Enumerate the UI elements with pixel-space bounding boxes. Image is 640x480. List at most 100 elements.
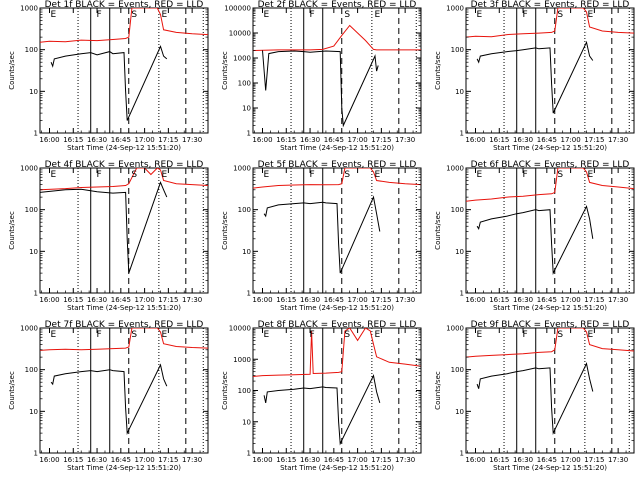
x-tick-label: 17:30 xyxy=(182,456,202,464)
y-axis-label: Counts/sec xyxy=(8,211,16,250)
x-tick-label: 16:30 xyxy=(513,456,533,464)
segment-label: E xyxy=(587,170,593,180)
y-tick-label: 1 xyxy=(34,130,38,138)
x-tick-label: 16:30 xyxy=(87,456,107,464)
y-tick-label: 1 xyxy=(34,290,38,298)
y-tick-label: 1 xyxy=(460,130,464,138)
segment-label: E xyxy=(374,330,380,340)
y-tick-label: 10 xyxy=(242,418,251,426)
x-axis-label: Start Time (24-Sep-12 15:51:20) xyxy=(67,304,181,312)
x-tick-label: 16:30 xyxy=(300,136,320,144)
segment-label: S xyxy=(557,170,563,180)
segment-label: E xyxy=(264,170,270,180)
x-axis-label: Start Time (24-Sep-12 15:51:20) xyxy=(493,464,607,472)
red-series-line xyxy=(40,168,208,191)
segment-label: F xyxy=(309,170,314,180)
segment-label: E xyxy=(161,330,167,340)
segment-label: E xyxy=(374,10,380,20)
y-tick-label: 100 xyxy=(25,366,38,374)
y-tick-label: 1000 xyxy=(20,165,38,173)
segment-label: F xyxy=(522,330,527,340)
x-tick-label: 16:45 xyxy=(324,296,344,304)
x-tick-label: 16:15 xyxy=(63,296,83,304)
y-tick-label: 100 xyxy=(451,46,464,54)
segment-label: S xyxy=(344,10,350,20)
y-axis-label: Counts/sec xyxy=(434,371,442,410)
x-tick-label: 16:15 xyxy=(63,456,83,464)
x-tick-label: 16:45 xyxy=(111,456,131,464)
y-axis-label: Counts/sec xyxy=(8,51,16,90)
x-tick-label: 17:00 xyxy=(561,136,581,144)
x-tick-label: 16:00 xyxy=(39,296,59,304)
x-tick-label: 16:45 xyxy=(537,136,557,144)
y-tick-label: 1000 xyxy=(446,5,464,13)
x-tick-label: 16:30 xyxy=(513,296,533,304)
y-tick-label: 10 xyxy=(29,408,38,416)
segment-label: E xyxy=(51,330,57,340)
plot-frame xyxy=(465,327,635,454)
y-tick-label: 1000 xyxy=(233,165,251,173)
y-tick-label: 10000 xyxy=(229,30,251,38)
y-tick-label: 10 xyxy=(455,248,464,256)
panel-title: Det 7f BLACK = Events, RED = LLD xyxy=(45,320,204,330)
y-axis-label: Counts/sec xyxy=(221,371,229,410)
y-tick-label: 100 xyxy=(25,46,38,54)
panel-title: Det 3f BLACK = Events, RED = LLD xyxy=(471,0,630,10)
segment-label: S xyxy=(131,10,137,20)
y-axis-label: Counts/sec xyxy=(434,211,442,250)
panel-title: Det 5f BLACK = Events, RED = LLD xyxy=(258,160,417,170)
x-tick-label: 17:30 xyxy=(395,296,415,304)
segment-label: F xyxy=(522,10,527,20)
segment-label: E xyxy=(51,10,57,20)
y-tick-label: 10 xyxy=(455,88,464,96)
x-tick-label: 17:15 xyxy=(158,296,178,304)
black-series-line xyxy=(50,45,168,121)
plot-frame xyxy=(252,7,422,134)
x-axis-label: Start Time (24-Sep-12 15:51:20) xyxy=(280,304,394,312)
x-tick-label: 17:30 xyxy=(608,136,628,144)
segment-label: F xyxy=(522,170,527,180)
segment-label: F xyxy=(309,10,314,20)
x-tick-label: 16:15 xyxy=(276,136,296,144)
segment-label: F xyxy=(309,330,314,340)
x-tick-label: 16:15 xyxy=(63,136,83,144)
x-tick-label: 16:45 xyxy=(324,456,344,464)
y-tick-label: 10 xyxy=(29,248,38,256)
x-tick-label: 17:00 xyxy=(348,456,368,464)
red-series-line xyxy=(466,328,634,358)
x-tick-label: 16:45 xyxy=(111,296,131,304)
segment-label: E xyxy=(264,10,270,20)
segment-label: E xyxy=(477,170,483,180)
plot-frame xyxy=(465,7,635,134)
x-tick-label: 16:00 xyxy=(465,136,485,144)
segment-label: F xyxy=(96,170,101,180)
black-series-line xyxy=(262,50,379,128)
plot-frame xyxy=(39,167,209,294)
panel-title: Det 9f BLACK = Events, RED = LLD xyxy=(471,320,630,330)
x-tick-label: 16:45 xyxy=(324,136,344,144)
x-tick-label: 17:15 xyxy=(371,296,391,304)
y-tick-label: 10 xyxy=(29,88,38,96)
x-tick-label: 17:00 xyxy=(561,456,581,464)
y-tick-label: 100 xyxy=(238,206,251,214)
red-series-line xyxy=(253,24,421,51)
segment-label: E xyxy=(51,170,57,180)
y-tick-label: 10000 xyxy=(229,325,251,333)
plot-frame xyxy=(465,167,635,294)
segment-label: F xyxy=(96,330,101,340)
y-tick-label: 100000 xyxy=(224,5,251,13)
plot-frame xyxy=(39,327,209,454)
segment-label: E xyxy=(587,330,593,340)
panel-title: Det 8f BLACK = Events, RED = LLD xyxy=(258,320,417,330)
panel-title: Det 4f BLACK = Events, RED = LLD xyxy=(45,160,204,170)
y-tick-label: 1 xyxy=(247,130,251,138)
x-tick-label: 16:45 xyxy=(111,136,131,144)
x-tick-label: 17:00 xyxy=(348,296,368,304)
segment-label: E xyxy=(161,170,167,180)
x-axis-label: Start Time (24-Sep-12 15:51:20) xyxy=(493,304,607,312)
y-tick-label: 1 xyxy=(247,290,251,298)
segment-label: S xyxy=(557,330,563,340)
x-tick-label: 16:15 xyxy=(489,136,509,144)
y-tick-label: 1000 xyxy=(446,325,464,333)
